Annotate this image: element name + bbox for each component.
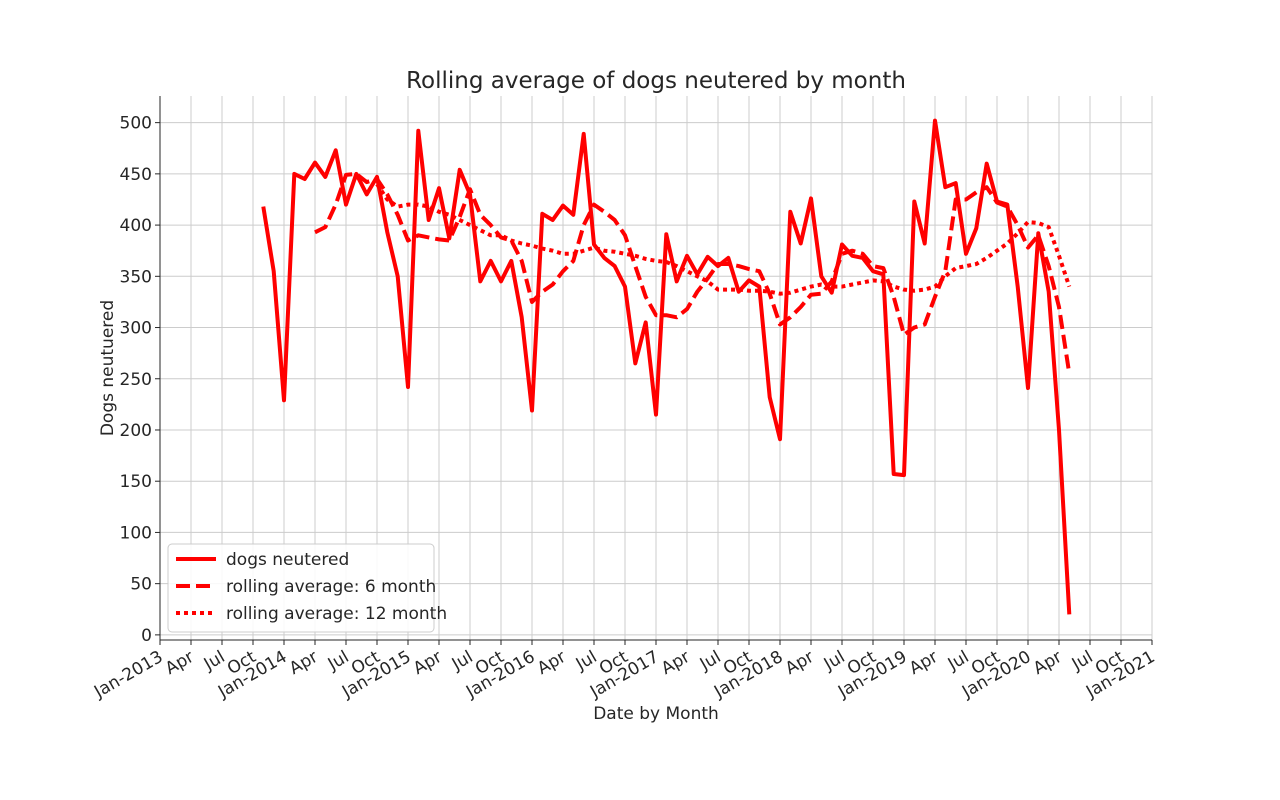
y-tick-label: 50	[130, 575, 152, 595]
y-tick-label: 200	[120, 421, 152, 441]
x-tick-label: Apr	[410, 647, 445, 679]
y-tick-label: 400	[120, 216, 152, 236]
y-tick-label: 100	[120, 523, 152, 543]
y-tick-label: 350	[120, 267, 152, 287]
y-tick-label: 500	[120, 114, 152, 134]
x-tick-label: Apr	[906, 647, 941, 679]
legend-label: dogs neutered	[226, 550, 349, 570]
legend-label: rolling average: 12 month	[226, 604, 447, 624]
legend: dogs neutered rolling average: 6 month rol…	[167, 543, 447, 633]
x-axis-label: Date by Month	[593, 704, 719, 724]
y-tick-label: 450	[120, 165, 152, 185]
y-tick-label: 250	[120, 370, 152, 390]
y-axis-label: Dogs neutuered	[98, 300, 118, 436]
data-line	[261, 118, 1072, 615]
x-tick-label: Apr	[162, 647, 197, 679]
legend-box	[167, 543, 435, 633]
data-line	[314, 171, 1072, 374]
x-tick-label: Apr	[534, 647, 569, 679]
x-tick-label: Apr	[658, 647, 693, 679]
chart-title: Rolling average of dogs neutered by mont…	[406, 68, 906, 94]
y-tick-label: 300	[120, 319, 152, 339]
x-tick-label: Apr	[286, 647, 321, 679]
data-line	[375, 182, 1072, 296]
y-tick-label: 0	[141, 626, 152, 646]
y-tick-label: 150	[120, 472, 152, 492]
x-tick-label: Apr	[1030, 647, 1065, 679]
x-tick-label: Apr	[782, 647, 817, 679]
legend-label: rolling average: 6 month	[226, 577, 436, 597]
x-tick-label: Jan-2013	[90, 647, 166, 703]
